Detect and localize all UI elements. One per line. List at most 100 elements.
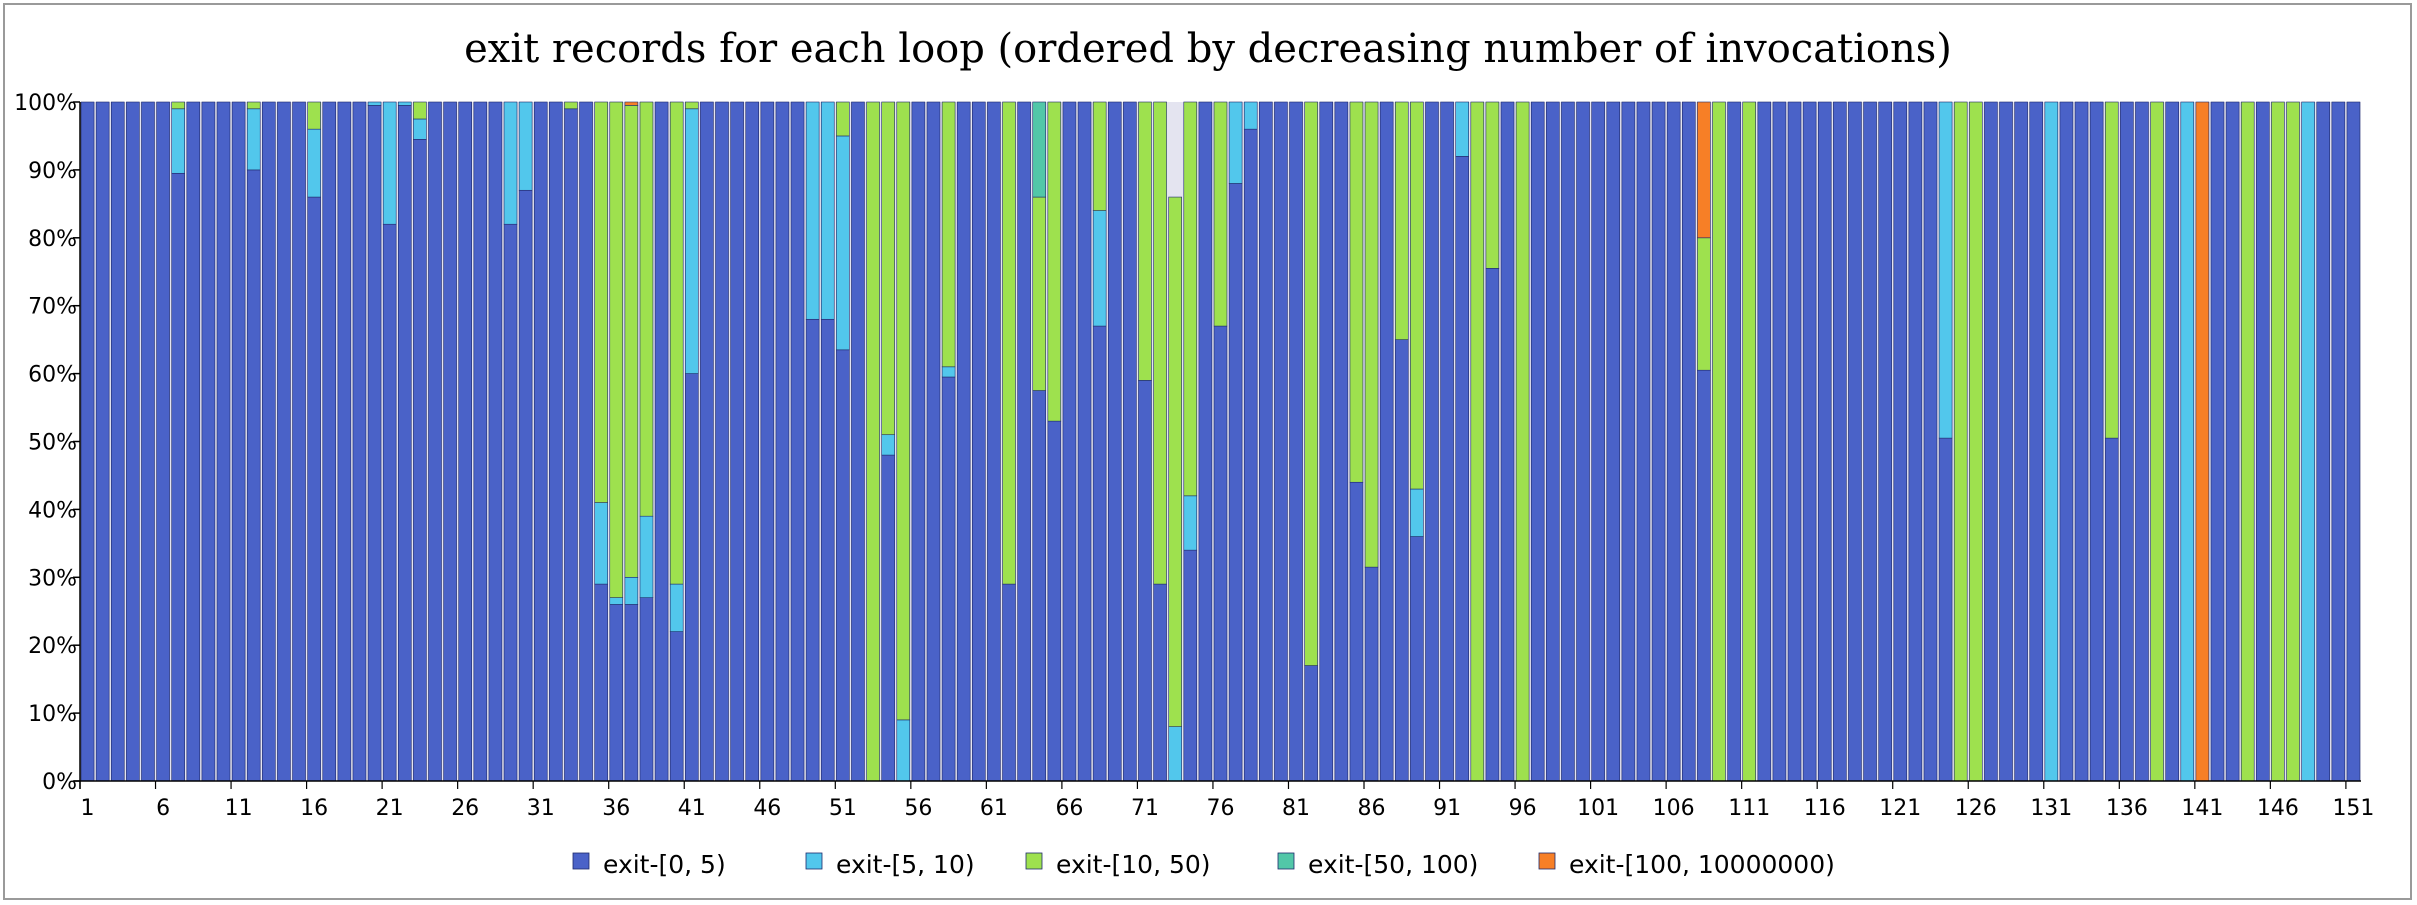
bar-29-segment-1 (503, 223, 518, 782)
bar-22-segment-1 (397, 105, 412, 782)
bar-46-segment-1 (760, 101, 775, 782)
bar-94-segment-3 (1485, 101, 1500, 269)
bar-89-segment-3 (1410, 101, 1424, 490)
bar-91-segment-1 (1440, 101, 1454, 782)
bar-5-segment-1 (141, 101, 155, 782)
bar-76-segment-1 (1213, 325, 1228, 782)
bar-78-segment-1 (1243, 128, 1258, 782)
bar-124-segment-2 (1938, 101, 1953, 439)
bar-77-segment-2 (1228, 101, 1243, 184)
bar-16-segment-2 (307, 128, 321, 198)
bar-33-segment-3 (564, 101, 578, 110)
bar-11-segment-1 (231, 101, 246, 782)
legend-label-2: exit-[5, 10) (836, 850, 975, 879)
bar-131-segment-2 (2044, 101, 2059, 782)
bar-115-segment-1 (1802, 101, 1817, 782)
bar-28-segment-1 (488, 101, 503, 782)
bar-41-segment-2 (684, 108, 699, 374)
bar-37-segment-2 (624, 576, 639, 605)
bar-44-segment-1 (730, 101, 744, 782)
bar-23-segment-3 (413, 101, 427, 120)
bar-30-segment-2 (518, 101, 533, 191)
legend-label-1: exit-[0, 5) (603, 850, 726, 879)
bar-118-segment-1 (1848, 101, 1862, 782)
bar-108-segment-5 (1697, 101, 1711, 239)
bar-21-segment-1 (382, 223, 397, 782)
bar-53-segment-3 (866, 101, 880, 782)
bar-124-segment-1 (1938, 437, 1953, 782)
bar-19-segment-1 (352, 101, 367, 782)
bar-96-segment-3 (1515, 101, 1530, 782)
bar-59-segment-1 (956, 101, 971, 782)
bar-27-segment-1 (473, 101, 488, 782)
bar-12-segment-2 (246, 108, 261, 171)
bar-40-segment-1 (669, 631, 684, 782)
bar-64-segment-4 (1032, 101, 1047, 198)
x-tick-label: 96 (1509, 796, 1537, 821)
bar-114-segment-1 (1787, 101, 1802, 782)
bar-49-segment-1 (805, 318, 820, 782)
bar-58-segment-1 (941, 376, 956, 782)
bar-87-segment-1 (1379, 101, 1394, 782)
bar-142-segment-1 (2210, 101, 2225, 782)
bar-29-segment-2 (503, 101, 518, 225)
bar-65-segment-1 (1047, 420, 1062, 782)
bar-32-segment-1 (549, 101, 563, 782)
bar-139-segment-1 (2165, 101, 2179, 782)
x-tick-label: 91 (1433, 796, 1461, 821)
x-tick-label: 146 (2257, 796, 2299, 821)
x-tick-label: 66 (1055, 796, 1083, 821)
bar-48-segment-1 (790, 101, 805, 782)
x-tick-label: 26 (451, 796, 479, 821)
bar-132-segment-1 (2059, 101, 2074, 782)
bar-77-segment-1 (1228, 183, 1243, 782)
bar-47-segment-1 (775, 101, 790, 782)
bar-26-segment-1 (458, 101, 472, 782)
y-tick-label: 40% (28, 498, 77, 523)
bar-24-segment-1 (428, 101, 442, 782)
bar-42-segment-1 (700, 101, 714, 782)
bar-127-segment-1 (1984, 101, 1998, 782)
bar-126-segment-3 (1969, 101, 1983, 782)
bar-147-segment-3 (2286, 101, 2300, 782)
bar-2-segment-1 (95, 101, 110, 782)
bar-101-segment-1 (1591, 101, 1605, 782)
bars-layer (80, 101, 2361, 782)
bar-31-segment-1 (533, 101, 548, 782)
bar-21-segment-2 (382, 101, 397, 225)
bar-37-segment-5 (624, 101, 639, 106)
bar-95-segment-1 (1500, 101, 1515, 782)
bar-40-segment-3 (669, 101, 684, 585)
bar-100-segment-1 (1576, 101, 1590, 782)
bar-108-segment-1 (1697, 369, 1711, 782)
x-tick-label: 76 (1207, 796, 1235, 821)
legend-label-3: exit-[10, 50) (1056, 850, 1211, 879)
bar-69-segment-1 (1107, 101, 1122, 782)
bar-4-segment-1 (126, 101, 140, 782)
bar-14-segment-1 (277, 101, 291, 782)
y-tick-label: 20% (28, 634, 77, 659)
bar-18-segment-1 (337, 101, 352, 782)
bar-34-segment-1 (579, 101, 593, 782)
bar-60-segment-1 (972, 101, 986, 782)
legend-swatch-4 (1277, 852, 1295, 870)
bar-86-segment-1 (1364, 566, 1379, 782)
bar-20-segment-1 (367, 105, 382, 782)
bar-151-segment-1 (2346, 101, 2361, 782)
bar-54-segment-2 (881, 434, 895, 456)
bar-145-segment-1 (2256, 101, 2270, 782)
bar-23-segment-1 (413, 139, 427, 782)
bar-130-segment-1 (2029, 101, 2044, 782)
bar-73-segment-3 (1168, 196, 1182, 727)
legend-label-5: exit-[100, 10000000) (1569, 850, 1835, 879)
x-tick-label: 136 (2106, 796, 2148, 821)
y-tick-label: 0% (42, 770, 77, 795)
bar-16-segment-1 (307, 196, 321, 782)
legend-swatch-1 (572, 852, 590, 870)
bar-135-segment-1 (2104, 437, 2119, 782)
bar-62-segment-1 (1002, 583, 1016, 782)
axes-layer: 0%10%20%30%40%50%60%70%80%90%100%1 6 11 16 2… (14, 91, 2374, 821)
x-tick-label: 71 (1131, 796, 1159, 821)
x-tick-label: 11 (225, 796, 253, 821)
